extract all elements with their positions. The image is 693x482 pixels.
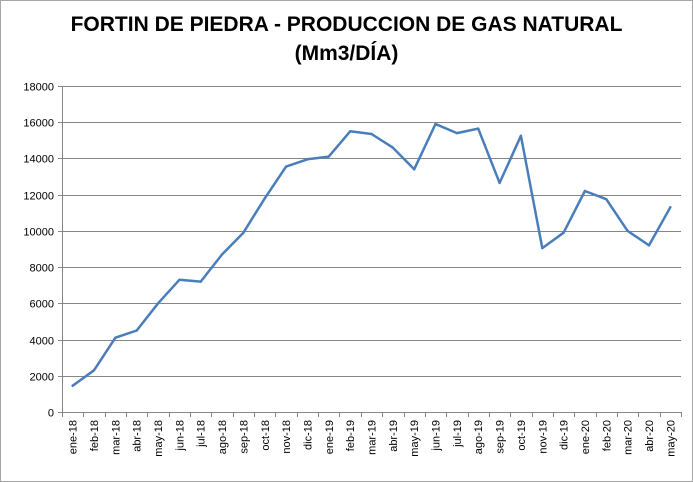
data-point-abr-18 (135, 329, 138, 332)
data-point-mar-20 (626, 229, 629, 233)
data-point-nov-19 (541, 246, 544, 250)
x-tick-label: sep-19 (495, 420, 507, 454)
y-tick-label: 4000 (30, 336, 54, 348)
x-tick-label: feb-18 (89, 420, 101, 451)
x-tick-label: nov-18 (281, 420, 293, 454)
x-tick-label: jun-19 (431, 420, 443, 452)
data-point-may-18 (156, 302, 160, 305)
x-tick-label: dic-19 (559, 420, 571, 450)
y-tick-label: 18000 (23, 82, 54, 94)
data-point-ene-19 (327, 155, 330, 158)
chart-title-line1: FORTIN DE PIEDRA - PRODUCCION DE GAS NAT… (70, 13, 623, 36)
y-axis-tick-labels: 0 2000 4000 6000 8000 10000 12000 14000 16000 180… (23, 82, 54, 420)
data-point-jun-19 (434, 122, 437, 126)
data-point-jul-19 (455, 131, 459, 135)
series-line (71, 122, 672, 387)
gridlines (62, 86, 681, 377)
data-point-sep-19 (498, 181, 501, 185)
x-tick-label: ago-18 (217, 420, 229, 454)
data-point-jul-18 (199, 280, 202, 283)
x-tick-label: ene-18 (68, 420, 80, 454)
y-tick-label: 12000 (23, 191, 54, 203)
data-point-may-19 (413, 168, 416, 171)
data-point-abr-19 (391, 146, 394, 149)
x-axis-tick-labels: ene-18 feb-18 mar-18 abr-18 may-18 jun-18 jul-… (68, 420, 678, 457)
data-point-ago-19 (477, 127, 480, 130)
x-tick-label: feb-20 (601, 420, 613, 451)
data-point-ene-20 (583, 189, 587, 193)
data-point-dic-18 (306, 158, 309, 161)
x-tick-label: may-19 (409, 420, 421, 457)
x-tick-label: abr-18 (132, 420, 144, 452)
x-tick-label: nov-19 (537, 420, 549, 454)
x-tick-label: oct-19 (516, 420, 528, 451)
x-tick-label: jun-18 (174, 420, 186, 452)
x-tick-label: may-18 (153, 420, 165, 457)
y-tick-label: 10000 (23, 227, 54, 239)
x-tick-label: abr-20 (644, 420, 656, 452)
data-point-sep-18 (242, 231, 245, 234)
y-tick-label: 2000 (30, 372, 54, 384)
data-point-feb-18 (92, 369, 96, 372)
x-tick-label: feb-19 (345, 420, 357, 451)
x-tick-label: dic-18 (302, 420, 314, 450)
x-tick-label: ene-19 (324, 420, 336, 454)
data-point-jun-18 (178, 278, 181, 281)
data-point-nov-18 (284, 165, 288, 168)
y-tick-label: 6000 (30, 299, 54, 311)
axes (58, 86, 682, 417)
x-tick-label: sep-18 (238, 420, 250, 454)
data-point-ago-18 (220, 253, 224, 256)
data-point-oct-18 (263, 197, 266, 200)
y-tick-label: 0 (48, 408, 54, 420)
x-tick-label: oct-18 (260, 420, 272, 451)
data-point-ene-18 (71, 384, 74, 387)
data-point-feb-19 (349, 130, 352, 133)
chart-title: FORTIN DE PIEDRA - PRODUCCION DE GAS NAT… (0, 10, 693, 68)
chart-title-line2: (Mm3/DÍA) (294, 42, 399, 65)
x-tick-label: ene-20 (580, 420, 592, 454)
x-tick-label: mar-19 (367, 420, 379, 455)
y-tick-label: 16000 (23, 118, 54, 130)
data-point-abr-20 (647, 244, 651, 247)
x-tick-label: mar-20 (623, 420, 635, 455)
data-point-mar-18 (114, 336, 117, 339)
data-point-feb-20 (605, 198, 608, 201)
x-tick-label: jul-19 (452, 420, 464, 448)
x-tick-label: abr-19 (388, 420, 400, 452)
data-point-mar-19 (370, 132, 373, 136)
x-tick-label: jul-18 (196, 420, 208, 448)
y-tick-label: 8000 (30, 263, 54, 275)
x-tick-label: mar-18 (110, 420, 122, 455)
series-production (71, 122, 672, 387)
data-point-may-20 (669, 206, 672, 209)
y-tick-label: 14000 (23, 154, 54, 166)
data-point-oct-19 (519, 134, 523, 137)
data-point-dic-19 (562, 231, 565, 234)
x-tick-label: may-20 (665, 420, 677, 457)
x-tick-label: ago-19 (473, 420, 485, 454)
